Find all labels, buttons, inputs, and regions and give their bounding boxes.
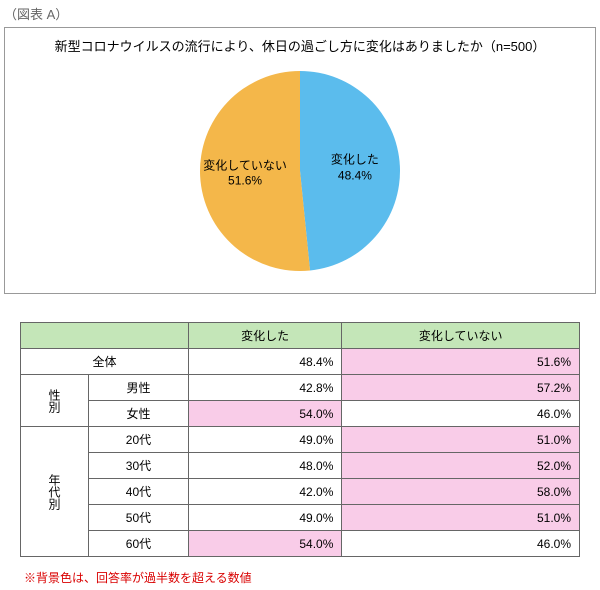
row-label: 30代: [89, 453, 189, 479]
pie-chart: 変化した 48.4% 変化していない 51.6%: [190, 61, 410, 281]
footnote: ※背景色は、回答率が過半数を超える数値: [24, 569, 596, 586]
row-label: 女性: [89, 401, 189, 427]
table-row: 性別男性42.8%57.2%: [21, 375, 580, 401]
table-row: 女性54.0%46.0%: [21, 401, 580, 427]
cell-changed: 49.0%: [188, 427, 341, 453]
cell-unchanged: 51.6%: [342, 349, 580, 375]
slice-pct: 48.4%: [338, 168, 372, 182]
row-label: 50代: [89, 505, 189, 531]
cell-changed: 54.0%: [188, 401, 341, 427]
table-body: 全体48.4%51.6%性別男性42.8%57.2%女性54.0%46.0%年代…: [21, 349, 580, 557]
cell-changed: 42.0%: [188, 479, 341, 505]
cell-unchanged: 51.0%: [342, 427, 580, 453]
cell-changed: 54.0%: [188, 531, 341, 557]
cell-unchanged: 51.0%: [342, 505, 580, 531]
group-label: 性別: [21, 375, 89, 427]
header-changed: 変化した: [188, 323, 341, 349]
slice-pct: 51.6%: [228, 174, 262, 188]
cell-unchanged: 57.2%: [342, 375, 580, 401]
figure-label: （図表 A）: [4, 4, 596, 23]
cell-unchanged: 46.0%: [342, 401, 580, 427]
cell-changed: 48.4%: [188, 349, 341, 375]
row-label: 全体: [21, 349, 189, 375]
row-label: 60代: [89, 531, 189, 557]
table-row: 50代49.0%51.0%: [21, 505, 580, 531]
breakdown-table: 変化した 変化していない 全体48.4%51.6%性別男性42.8%57.2%女…: [20, 322, 580, 557]
row-label: 40代: [89, 479, 189, 505]
slice-text: 変化していない: [203, 158, 287, 172]
table-row: 60代54.0%46.0%: [21, 531, 580, 557]
slice-text: 変化した: [331, 153, 379, 167]
table-row: 全体48.4%51.6%: [21, 349, 580, 375]
header-unchanged: 変化していない: [342, 323, 580, 349]
cell-changed: 42.8%: [188, 375, 341, 401]
cell-unchanged: 58.0%: [342, 479, 580, 505]
slice-label-changed: 変化した 48.4%: [331, 153, 379, 184]
row-label: 20代: [89, 427, 189, 453]
header-blank: [21, 323, 189, 349]
table-row: 40代42.0%58.0%: [21, 479, 580, 505]
cell-unchanged: 52.0%: [342, 453, 580, 479]
chart-title: 新型コロナウイルスの流行により、休日の過ごし方に変化はありましたか（n=500）: [17, 36, 583, 55]
row-label: 男性: [89, 375, 189, 401]
cell-unchanged: 46.0%: [342, 531, 580, 557]
table-header-row: 変化した 変化していない: [21, 323, 580, 349]
cell-changed: 48.0%: [188, 453, 341, 479]
table-row: 30代48.0%52.0%: [21, 453, 580, 479]
group-label: 年代別: [21, 427, 89, 557]
pie-chart-box: 新型コロナウイルスの流行により、休日の過ごし方に変化はありましたか（n=500）…: [4, 27, 596, 294]
table-row: 年代別20代49.0%51.0%: [21, 427, 580, 453]
cell-changed: 49.0%: [188, 505, 341, 531]
slice-label-unchanged: 変化していない 51.6%: [203, 158, 287, 189]
